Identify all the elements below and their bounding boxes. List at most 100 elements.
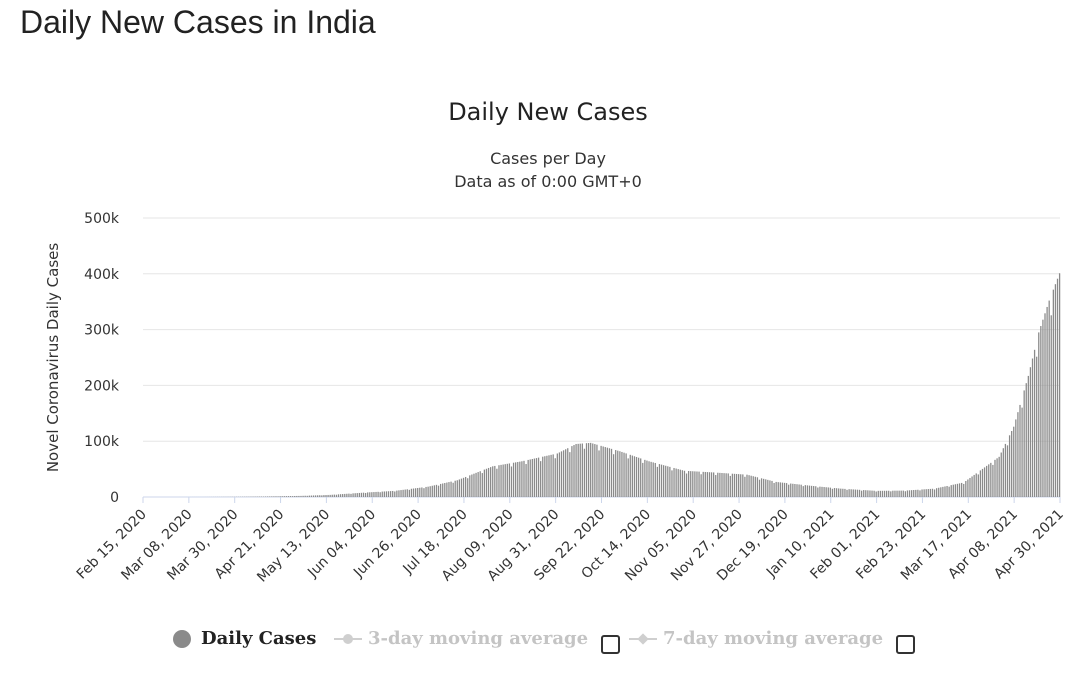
daily-case-bar[interactable] [423,488,425,497]
daily-case-bar[interactable] [346,493,348,497]
daily-case-bar[interactable] [894,490,896,497]
daily-case-bar[interactable] [289,496,292,497]
daily-case-bar[interactable] [454,480,456,497]
daily-case-bar[interactable] [865,490,867,497]
daily-case-bar[interactable] [458,479,461,497]
daily-case-bar[interactable] [883,490,886,497]
daily-case-bar[interactable] [929,488,932,497]
daily-case-bar[interactable] [581,443,583,497]
daily-case-bar[interactable] [760,478,763,497]
daily-case-bar[interactable] [694,471,696,497]
daily-case-bar[interactable] [885,490,888,497]
daily-case-bar[interactable] [721,473,723,497]
daily-case-bar[interactable] [644,459,646,497]
daily-case-bar[interactable] [717,472,719,497]
daily-case-bar[interactable] [546,455,548,497]
daily-case-bar[interactable] [700,474,702,497]
daily-case-bar[interactable] [973,474,975,497]
daily-case-bar[interactable] [310,495,313,497]
daily-case-bar[interactable] [294,495,296,497]
daily-case-bar[interactable] [802,486,804,497]
daily-case-bar[interactable] [381,491,383,497]
legend-7day-moving-average[interactable]: 7-day moving average [629,628,883,649]
daily-case-bar[interactable] [1058,273,1061,497]
daily-case-bar[interactable] [558,452,561,497]
daily-case-bar[interactable] [519,461,521,497]
daily-case-bar[interactable] [992,464,994,497]
daily-case-bar[interactable] [1006,445,1009,497]
daily-case-bar[interactable] [729,475,731,497]
daily-case-bar[interactable] [942,486,944,497]
daily-case-bar[interactable] [535,458,538,497]
daily-case-bar[interactable] [940,487,942,497]
daily-case-bar[interactable] [277,496,279,497]
daily-case-bar[interactable] [404,489,406,497]
daily-case-bar[interactable] [704,471,706,497]
daily-case-bar[interactable] [981,468,984,497]
daily-case-bar[interactable] [525,464,527,497]
daily-case-bar[interactable] [877,490,879,497]
daily-case-bar[interactable] [350,493,352,497]
daily-case-bar[interactable] [506,463,508,497]
daily-case-bar[interactable] [710,472,713,497]
daily-case-bar[interactable] [312,495,315,497]
daily-case-bar[interactable] [283,496,285,497]
daily-case-bar[interactable] [369,492,371,497]
daily-case-bar[interactable] [813,486,815,497]
daily-case-bar[interactable] [808,485,811,497]
daily-case-bar[interactable] [713,472,715,497]
daily-case-bar[interactable] [915,489,917,497]
daily-case-bar[interactable] [658,464,661,497]
daily-case-bar[interactable] [460,478,463,497]
daily-case-bar[interactable] [498,465,500,497]
daily-case-bar[interactable] [577,443,579,497]
daily-case-bar[interactable] [702,471,704,497]
daily-case-bar[interactable] [462,477,465,497]
daily-case-bar[interactable] [952,484,954,497]
daily-case-bar[interactable] [352,493,354,497]
daily-case-bar[interactable] [573,445,575,497]
daily-case-bar[interactable] [348,493,350,497]
daily-case-bar[interactable] [767,479,769,497]
daily-case-bar[interactable] [402,489,404,497]
daily-case-bar[interactable] [396,490,398,497]
daily-case-bar[interactable] [867,490,869,497]
daily-case-bar[interactable] [410,488,413,497]
daily-case-bar[interactable] [723,473,725,497]
daily-case-bar[interactable] [302,495,304,497]
daily-case-bar[interactable] [1015,419,1017,497]
daily-case-bar[interactable] [296,495,298,497]
daily-case-bar[interactable] [996,458,998,497]
daily-case-bar[interactable] [621,451,623,497]
daily-case-bar[interactable] [815,486,817,497]
daily-case-bar[interactable] [777,482,779,497]
daily-case-bar[interactable] [748,475,750,497]
daily-case-bar[interactable] [433,485,436,497]
daily-case-bar[interactable] [373,492,375,497]
daily-case-bar[interactable] [677,469,679,497]
daily-case-bar[interactable] [988,464,990,497]
daily-case-bar[interactable] [667,466,669,497]
daily-case-bar[interactable] [300,495,302,497]
daily-case-bar[interactable] [990,462,992,497]
daily-case-bar[interactable] [437,485,440,497]
daily-case-bar[interactable] [669,466,671,497]
daily-case-bar[interactable] [414,488,417,497]
daily-case-bar[interactable] [387,491,390,497]
daily-case-bar[interactable] [829,487,831,497]
daily-case-bar[interactable] [552,454,554,497]
daily-case-bar[interactable] [281,496,283,497]
daily-case-bar[interactable] [994,459,996,497]
daily-case-bar[interactable] [719,472,721,497]
daily-case-bar[interactable] [783,482,786,497]
daily-case-bar[interactable] [464,476,467,497]
daily-case-bar[interactable] [1044,313,1046,497]
daily-case-bar[interactable] [287,496,290,497]
daily-case-bar[interactable] [467,478,469,497]
daily-case-bar[interactable] [854,489,856,497]
daily-case-bar[interactable] [569,452,571,497]
daily-case-bar[interactable] [408,489,410,497]
daily-case-bar[interactable] [646,460,648,497]
daily-case-bar[interactable] [1054,284,1057,497]
daily-case-bar[interactable] [394,491,396,497]
